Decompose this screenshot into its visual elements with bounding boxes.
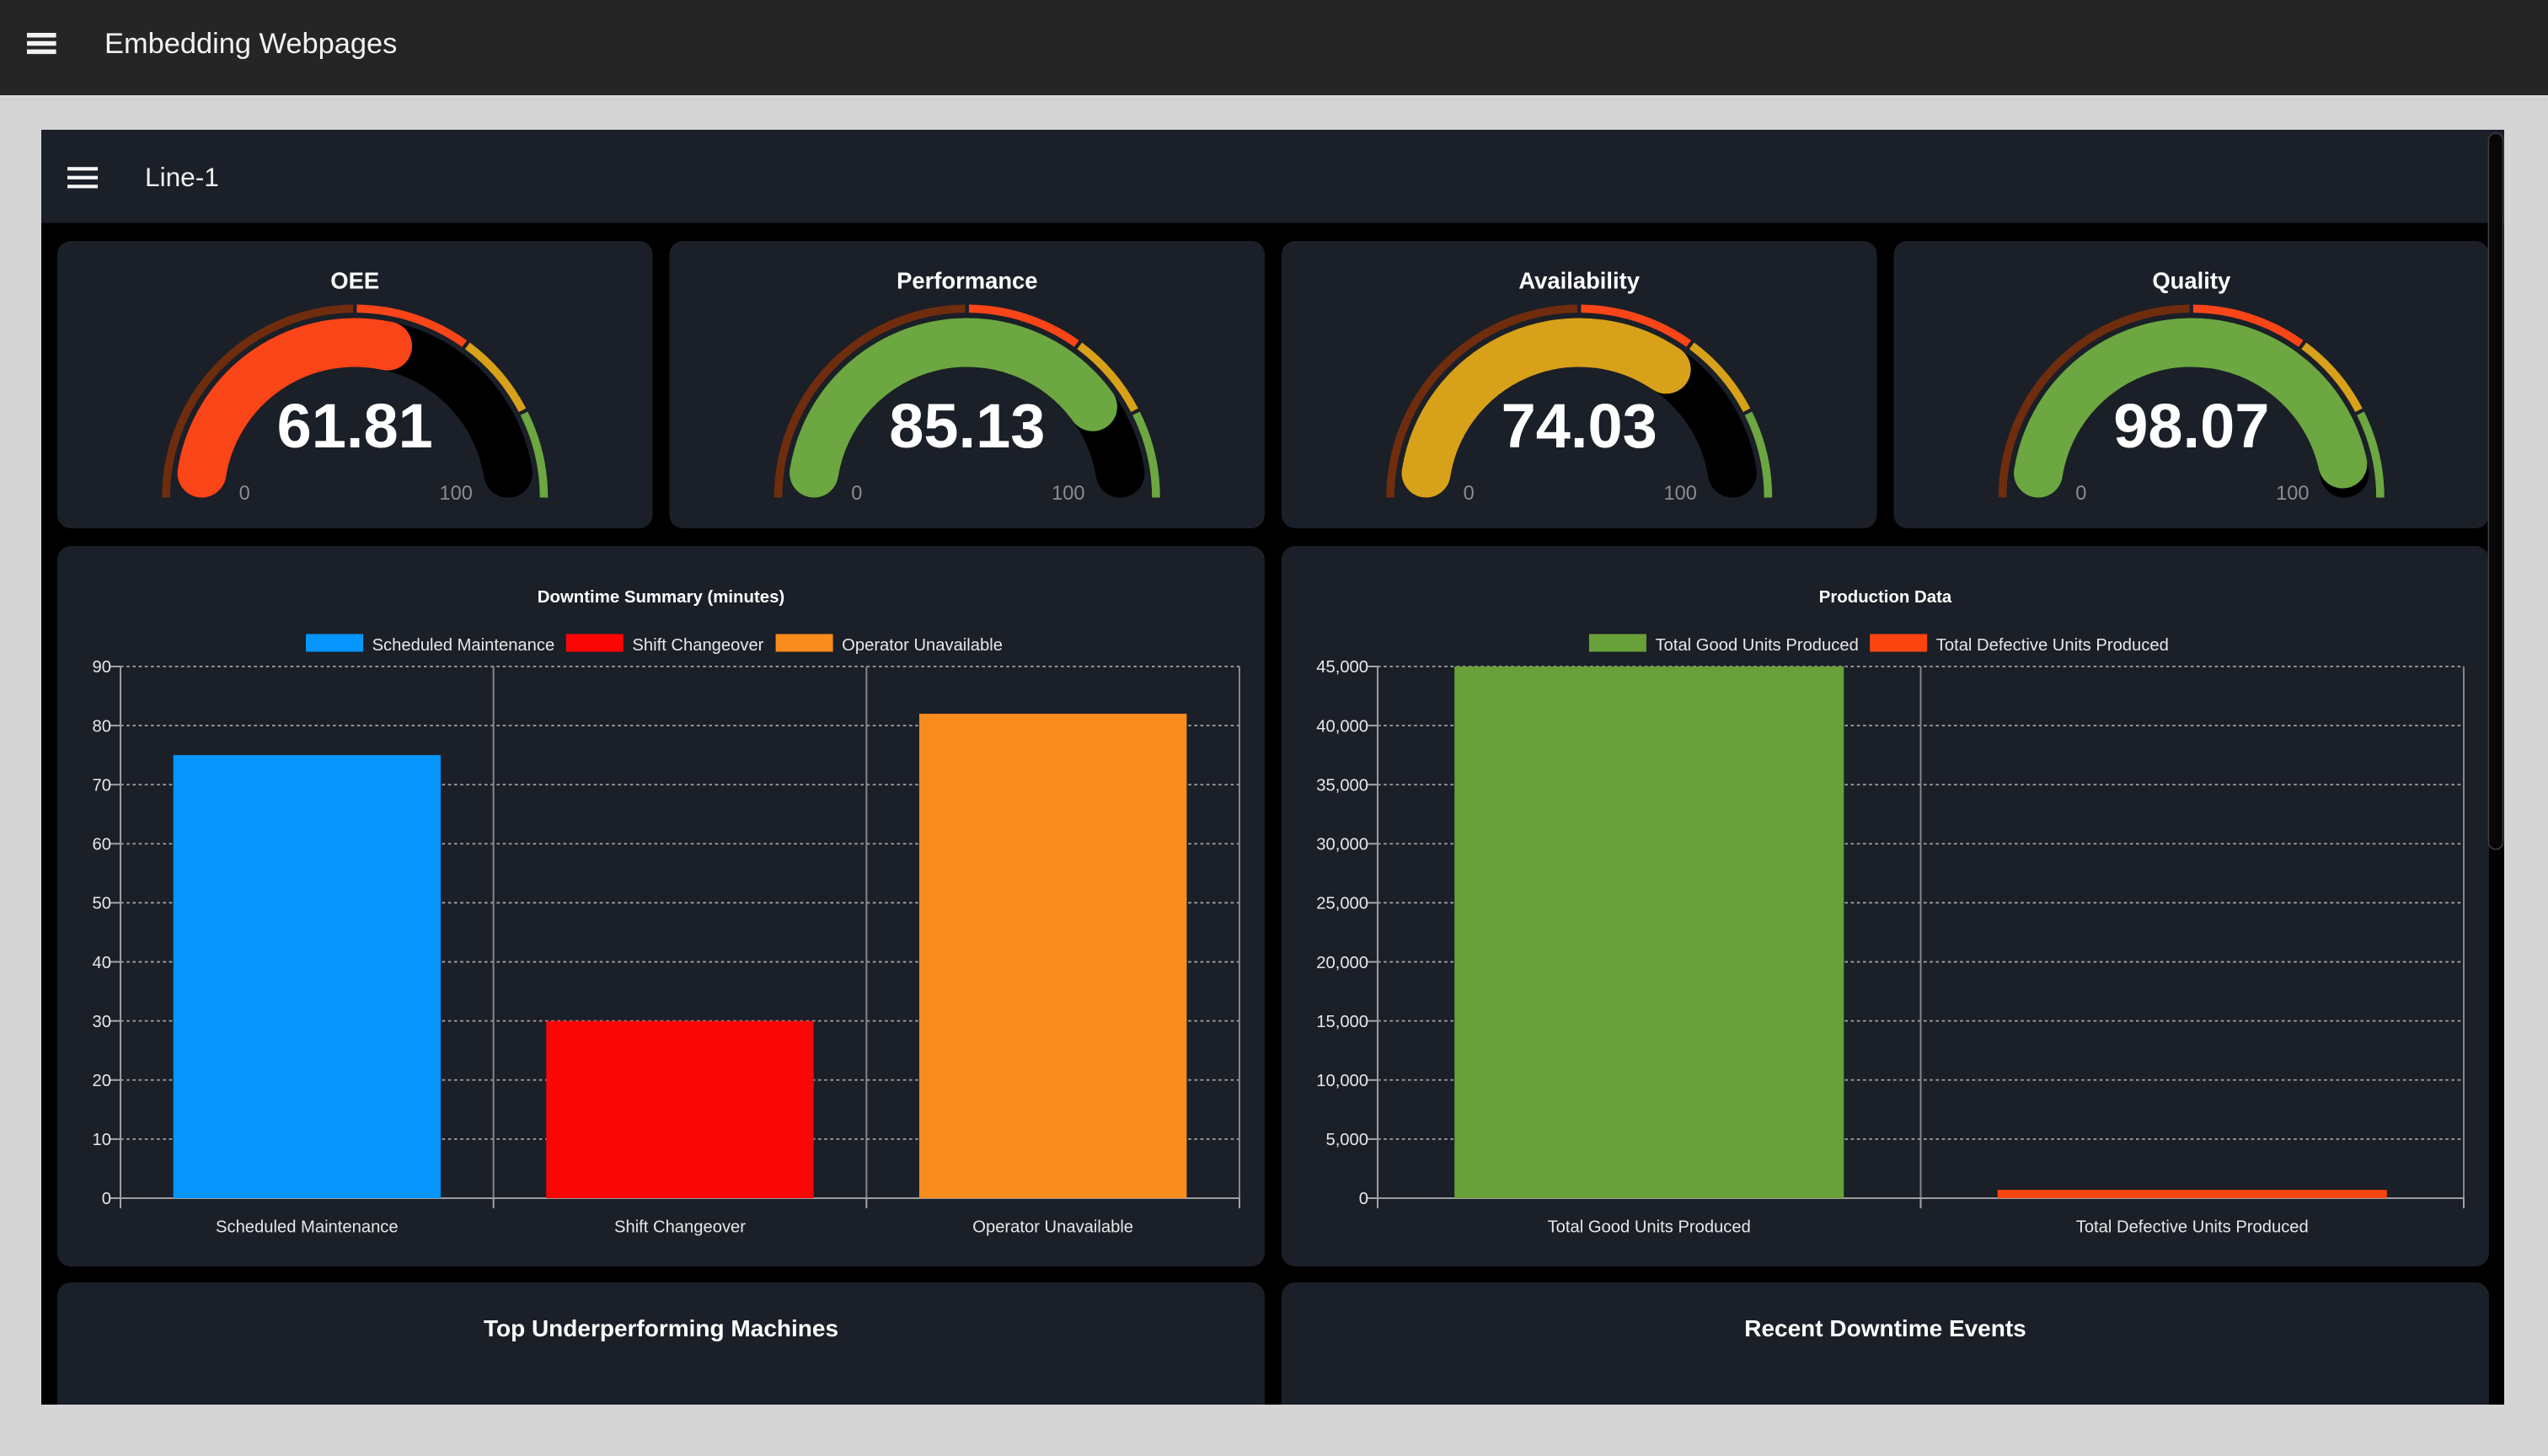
svg-text:Operator Unavailable: Operator Unavailable [842,636,1003,655]
svg-text:100: 100 [440,483,473,505]
svg-text:Line-1: Line-1 [145,162,219,192]
svg-text:Quality: Quality [2152,268,2231,294]
svg-text:Top Underperforming Machines: Top Underperforming Machines [484,1315,838,1341]
svg-text:0: 0 [1359,1190,1368,1208]
svg-text:Operator Unavailable: Operator Unavailable [972,1218,1133,1237]
svg-text:90: 90 [93,658,111,677]
svg-text:Availability: Availability [1518,268,1640,294]
svg-text:Downtime Summary (minutes): Downtime Summary (minutes) [538,588,784,607]
svg-text:60: 60 [93,836,111,854]
svg-text:61.81: 61.81 [277,391,433,461]
svg-text:74.03: 74.03 [1502,391,1657,461]
svg-text:Recent Downtime Events: Recent Downtime Events [1744,1315,2026,1341]
svg-text:30: 30 [93,1013,111,1031]
svg-text:Total Good Units Produced: Total Good Units Produced [1656,636,1859,655]
svg-text:40: 40 [93,954,111,972]
svg-text:0: 0 [2075,483,2086,505]
svg-text:20: 20 [93,1072,111,1090]
svg-text:Performance: Performance [897,268,1037,294]
svg-text:Total Good Units Produced: Total Good Units Produced [1548,1218,1751,1237]
svg-text:Embedding Webpages: Embedding Webpages [104,28,397,60]
svg-text:45,000: 45,000 [1316,658,1368,677]
svg-text:0: 0 [102,1190,111,1208]
svg-text:85.13: 85.13 [889,391,1045,461]
svg-text:0: 0 [239,483,250,505]
svg-text:100: 100 [1664,483,1697,505]
svg-text:Shift Changeover: Shift Changeover [614,1218,746,1237]
svg-text:10,000: 10,000 [1316,1072,1368,1090]
svg-text:70: 70 [93,776,111,795]
svg-text:25,000: 25,000 [1316,895,1368,913]
svg-text:20,000: 20,000 [1316,954,1368,972]
svg-text:40,000: 40,000 [1316,717,1368,736]
svg-text:100: 100 [1052,483,1084,505]
svg-text:Production Data: Production Data [1819,588,1952,607]
svg-text:35,000: 35,000 [1316,776,1368,795]
svg-text:OEE: OEE [330,268,379,294]
svg-text:50: 50 [93,895,111,913]
svg-text:80: 80 [93,717,111,736]
svg-text:Scheduled Maintenance: Scheduled Maintenance [216,1218,399,1237]
svg-text:0: 0 [851,483,862,505]
svg-text:15,000: 15,000 [1316,1013,1368,1031]
svg-text:Total Defective Units Produced: Total Defective Units Produced [1936,636,2169,655]
svg-text:10: 10 [93,1131,111,1149]
svg-text:30,000: 30,000 [1316,836,1368,854]
svg-text:Total Defective Units Produced: Total Defective Units Produced [2076,1218,2309,1237]
svg-text:Shift Changeover: Shift Changeover [632,636,763,655]
svg-text:100: 100 [2276,483,2309,505]
svg-text:Scheduled Maintenance: Scheduled Maintenance [372,636,555,655]
svg-text:5,000: 5,000 [1325,1131,1368,1149]
svg-text:98.07: 98.07 [2113,391,2269,461]
svg-text:0: 0 [1464,483,1475,505]
